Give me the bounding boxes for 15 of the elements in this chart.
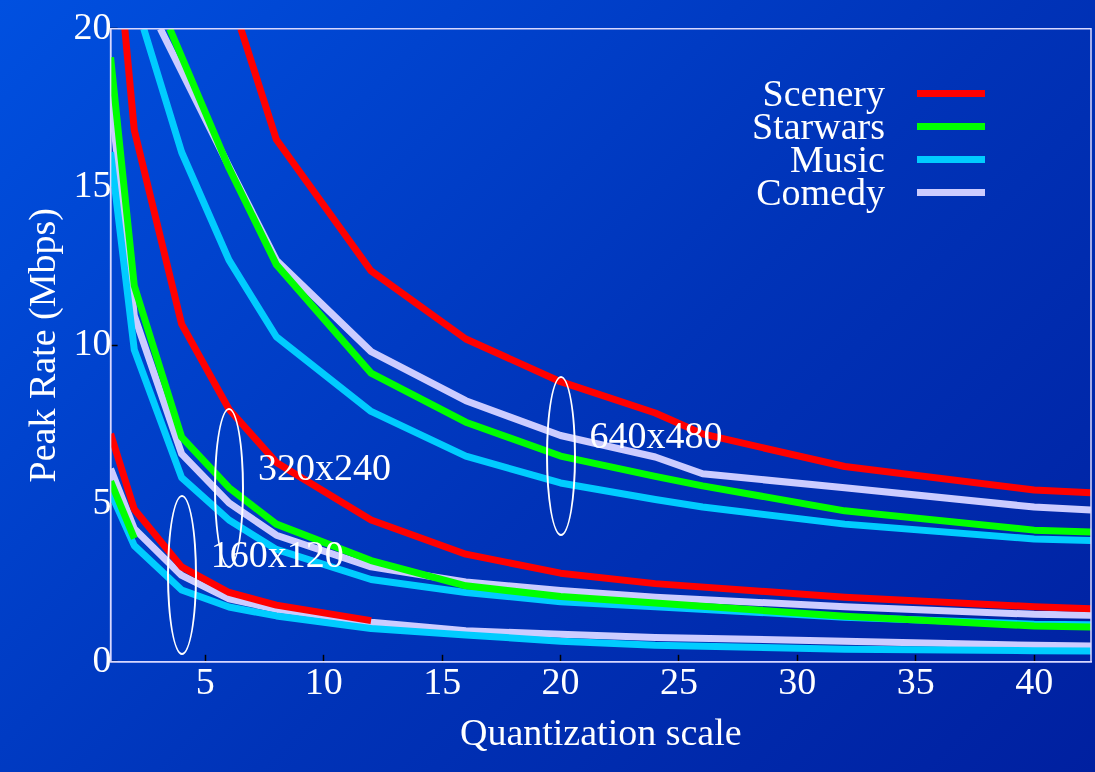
- x-tick-label: 35: [896, 659, 935, 702]
- x-tick-label: 5: [195, 659, 215, 702]
- x-tick-label: 30: [778, 659, 817, 702]
- x-tick-label: 25: [659, 659, 698, 702]
- x-tick-label: 10: [304, 659, 343, 702]
- y-tick-label: 15: [73, 163, 112, 206]
- x-tick-label: 20: [541, 659, 580, 702]
- x-tick-label: 15: [423, 659, 462, 702]
- y-tick-label: 5: [92, 479, 112, 522]
- y-tick-label: 10: [73, 321, 112, 364]
- x-axis-title: Quantization scale: [459, 711, 742, 754]
- y-tick-label: 0: [92, 637, 112, 680]
- x-tick-label: 40: [1015, 659, 1054, 702]
- y-axis-title: Peak Rate (Mbps): [20, 208, 64, 483]
- y-tick-label: 20: [73, 4, 112, 47]
